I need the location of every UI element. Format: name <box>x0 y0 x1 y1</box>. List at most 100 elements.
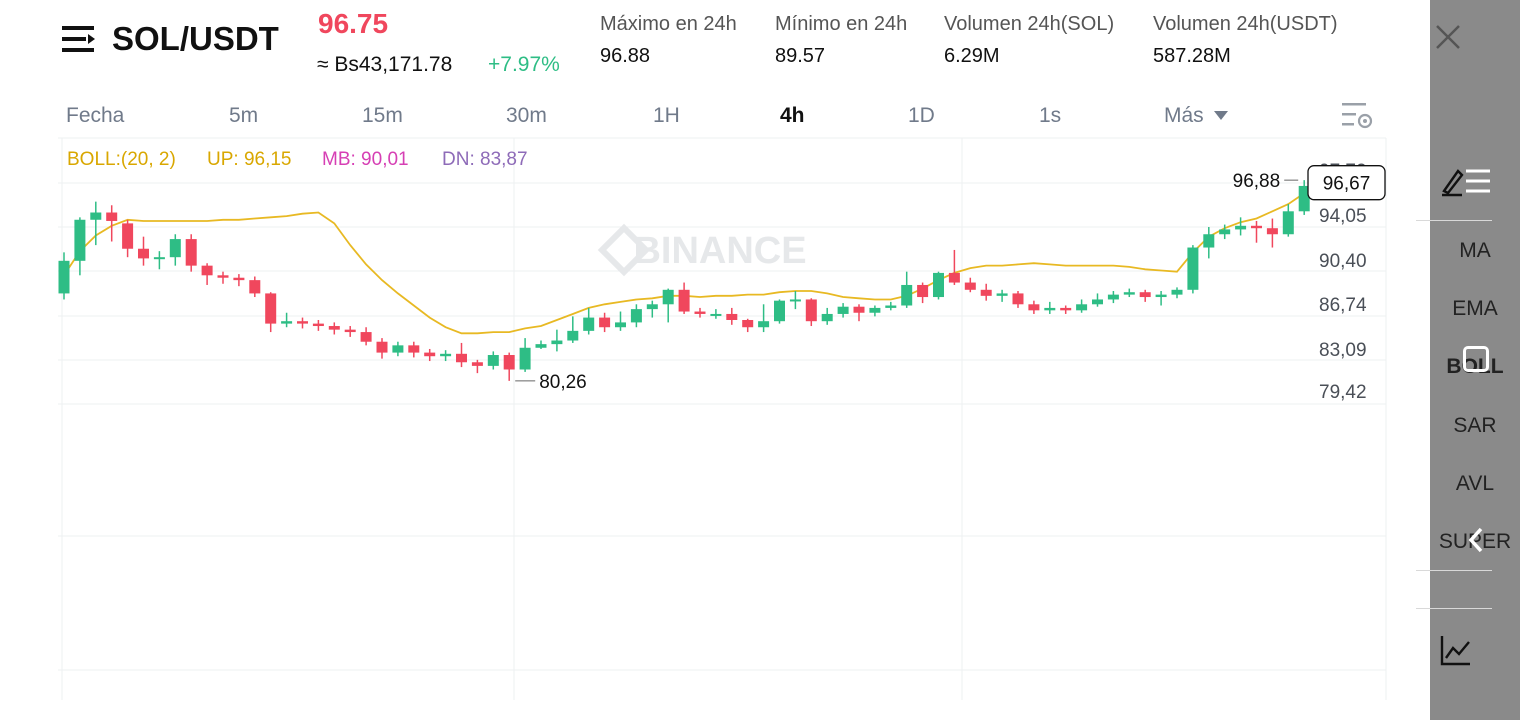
candle-body <box>869 307 881 313</box>
candle <box>265 292 277 333</box>
indicator-super[interactable]: SUPER <box>1438 530 1512 553</box>
candle-body <box>281 321 293 324</box>
stat-low-label: Mínimo en 24h <box>775 13 908 35</box>
candle-body <box>74 219 86 261</box>
candle <box>901 271 913 308</box>
candle <box>487 351 499 370</box>
candle-body <box>742 319 754 328</box>
tab-fecha[interactable]: Fecha <box>66 104 125 127</box>
candle-body <box>805 299 817 322</box>
candle <box>630 304 642 328</box>
boll-params: BOLL:(20, 2) <box>67 149 176 170</box>
candle-body <box>376 341 388 353</box>
tab-1d[interactable]: 1D <box>908 104 935 127</box>
candle <box>1060 305 1072 314</box>
close-icon[interactable] <box>1433 22 1463 52</box>
candle-body <box>1235 225 1247 230</box>
candle <box>1203 227 1215 259</box>
line-chart-icon[interactable] <box>1440 634 1472 666</box>
candle-body <box>217 275 229 278</box>
screen-capture-icon[interactable] <box>1463 346 1489 372</box>
tab-15m[interactable]: 15m <box>362 104 403 127</box>
candle-body <box>1123 292 1135 295</box>
candle-body <box>933 272 944 298</box>
candle-body <box>662 289 674 305</box>
tab-5m[interactable]: 5m <box>229 104 259 127</box>
candle <box>233 274 245 287</box>
candle-body <box>408 345 420 353</box>
candle <box>440 350 452 362</box>
candle-body <box>456 353 467 363</box>
candle <box>996 289 1008 302</box>
candle-body <box>153 257 165 260</box>
candle-body <box>233 277 245 281</box>
candle-body <box>471 362 483 366</box>
candle-body <box>1060 307 1072 311</box>
candle <box>964 277 976 293</box>
candle <box>980 283 992 301</box>
menu-icon[interactable] <box>62 24 98 54</box>
candle-body <box>1251 225 1262 229</box>
candle <box>297 317 308 329</box>
candle <box>948 249 960 285</box>
tab-30m[interactable]: 30m <box>506 104 547 127</box>
chevron-down-icon[interactable] <box>1214 111 1228 120</box>
draw-tools-icon[interactable] <box>1440 165 1492 197</box>
candle <box>376 338 388 359</box>
candle <box>646 300 658 318</box>
candle <box>471 359 483 374</box>
candle <box>249 276 261 298</box>
indicator-sar[interactable]: SAR <box>1453 414 1497 437</box>
candle-body <box>901 284 913 306</box>
chart-settings-icon[interactable] <box>1340 100 1374 132</box>
candle-body <box>328 326 340 330</box>
candle <box>583 307 595 335</box>
candle <box>424 348 436 362</box>
stat-high-value: 96.88 <box>600 45 651 67</box>
candle <box>710 309 722 319</box>
candle <box>281 312 293 328</box>
tab-4h[interactable]: 4h <box>780 104 805 127</box>
pair-title[interactable]: SOL/USDT <box>112 20 279 57</box>
candle-body <box>710 313 722 316</box>
candle <box>774 299 785 324</box>
candle-body <box>392 345 404 353</box>
candle <box>821 307 833 325</box>
candle <box>615 311 626 331</box>
indicator-boll[interactable]: BOLL <box>1446 355 1504 378</box>
candle <box>312 319 324 331</box>
stat-volume-usdt-value: 587.28M <box>1153 45 1231 67</box>
candle <box>1171 287 1183 299</box>
tab-more[interactable]: Más <box>1164 104 1204 127</box>
candle-body <box>599 317 611 328</box>
stat-high-label: Máximo en 24h <box>600 13 737 35</box>
price-axis-label: 86,74 <box>1319 295 1367 316</box>
candle <box>1235 217 1247 236</box>
indicator-ema[interactable]: EMA <box>1452 297 1498 320</box>
candle <box>169 234 181 266</box>
candle-body <box>297 321 308 324</box>
candlestick-chart[interactable]: BINANCE BOLL:(20, 2) UP: 96,15 MB: 90,01… <box>0 0 1430 720</box>
stat-volume-sol-label: Volumen 24h(SOL) <box>944 13 1115 35</box>
candle <box>392 341 404 357</box>
candle-body <box>964 282 976 290</box>
indicator-avl[interactable]: AVL <box>1455 472 1495 495</box>
tab-1h[interactable]: 1H <box>653 104 680 127</box>
boll-up-legend: UP: 96,15 <box>207 149 292 170</box>
panel-divider <box>1416 570 1492 571</box>
candle-body <box>726 313 738 320</box>
candle-body <box>1282 211 1294 235</box>
chevron-left-icon[interactable] <box>1466 526 1486 554</box>
candles <box>58 180 1310 381</box>
candle <box>1251 220 1262 243</box>
candle-body <box>1266 228 1278 235</box>
tab-1s[interactable]: 1s <box>1039 104 1062 127</box>
candle-body <box>440 353 452 357</box>
candle-body <box>249 280 261 294</box>
candle <box>662 288 674 323</box>
candle-body <box>551 340 563 345</box>
candle-body <box>1203 234 1215 248</box>
indicator-ma[interactable]: MA <box>1459 239 1491 262</box>
candle <box>1123 288 1135 298</box>
candle-body <box>1139 292 1151 298</box>
